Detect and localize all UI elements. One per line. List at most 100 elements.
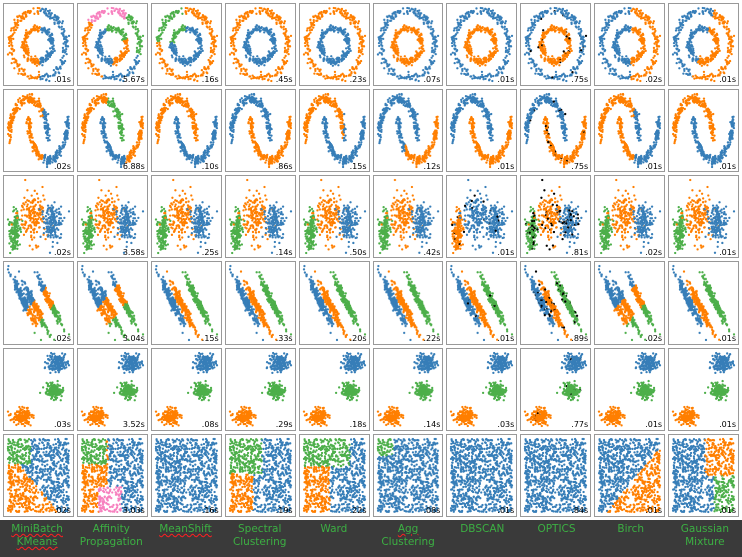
fit-time-label: .01s <box>719 420 736 430</box>
scatter-canvas <box>77 262 147 344</box>
scatter-cell-noisy-moons-col6: .01s <box>446 89 518 173</box>
fit-time-label: 3.03s <box>122 506 145 516</box>
algorithm-label-9: GaussianMixture <box>668 523 742 549</box>
scatter-cell-no-structure-col7: .84s <box>520 433 592 517</box>
fit-time-label: .22s <box>423 333 441 343</box>
scatter-cell-anisotropic-blobs-col4: .20s <box>298 261 370 345</box>
scatter-cell-varied-variance-blobs-col1: 3.58s <box>76 175 148 259</box>
fit-time-label: .02s <box>645 333 663 343</box>
scatter-cell-blobs-col1: 3.52s <box>76 347 148 431</box>
fit-time-label: .23s <box>349 75 367 85</box>
fit-time-label: .08s <box>423 506 441 516</box>
fit-time-label: .16s <box>201 75 219 85</box>
scatter-canvas <box>521 262 591 344</box>
scatter-canvas <box>4 176 73 258</box>
scatter-cell-varied-variance-blobs-col2: .25s <box>150 175 222 259</box>
algorithm-label-word: KMeans <box>16 536 58 549</box>
fit-time-label: .02s <box>54 247 71 257</box>
fit-time-label: .01s <box>497 506 515 516</box>
fit-time-label: .02s <box>645 75 663 85</box>
scatter-canvas <box>669 348 738 430</box>
fit-time-label: .01s <box>497 75 515 85</box>
scatter-canvas <box>669 90 738 172</box>
fit-time-label: .50s <box>349 247 367 257</box>
scatter-canvas <box>595 4 665 86</box>
scatter-canvas <box>299 348 369 430</box>
scatter-cell-blobs-col9: .01s <box>668 347 739 431</box>
fit-time-label: .01s <box>719 161 736 171</box>
algorithm-label-word: Ward <box>320 523 348 535</box>
scatter-canvas <box>151 90 221 172</box>
scatter-canvas <box>373 262 443 344</box>
scatter-canvas <box>77 90 147 172</box>
scatter-canvas <box>299 262 369 344</box>
scatter-cell-varied-variance-blobs-col6: .01s <box>446 175 518 259</box>
fit-time-label: .01s <box>645 161 663 171</box>
algorithm-label-word: MeanShift <box>159 523 212 535</box>
scatter-cell-noisy-circles-col8: .02s <box>594 3 666 87</box>
scatter-canvas <box>521 176 591 258</box>
scatter-cell-noisy-circles-col4: .23s <box>298 3 370 87</box>
scatter-cell-blobs-col6: .03s <box>446 347 518 431</box>
scatter-cell-blobs-col7: .77s <box>520 347 592 431</box>
scatter-canvas <box>595 176 665 258</box>
fit-time-label: .01s <box>497 161 515 171</box>
fit-time-label: .20s <box>349 333 367 343</box>
scatter-cell-no-structure-col3: .19s <box>224 433 296 517</box>
fit-time-label: .01s <box>497 333 515 343</box>
scatter-canvas <box>595 90 665 172</box>
scatter-cell-anisotropic-blobs-col0: .02s <box>3 261 74 345</box>
scatter-canvas <box>521 348 591 430</box>
scatter-canvas <box>225 4 295 86</box>
fit-time-label: .01s <box>719 247 736 257</box>
scatter-cell-noisy-moons-col2: .10s <box>150 89 222 173</box>
fit-time-label: .18s <box>349 420 367 430</box>
scatter-canvas <box>373 348 443 430</box>
scatter-canvas <box>4 348 73 430</box>
scatter-canvas <box>447 262 517 344</box>
fit-time-label: .75s <box>571 75 589 85</box>
algorithm-label-8: Birch <box>594 523 668 536</box>
scatter-canvas <box>595 434 665 516</box>
scatter-cell-blobs-col2: .08s <box>150 347 222 431</box>
scatter-cell-noisy-moons-col8: .01s <box>594 89 666 173</box>
scatter-cell-anisotropic-blobs-col8: .02s <box>594 261 666 345</box>
scatter-cell-anisotropic-blobs-col3: .33s <box>224 261 296 345</box>
scatter-canvas <box>669 176 738 258</box>
plot-grid: .01s 5.67s .16s .45s .23s .07s .01s .75s .02s .01… <box>3 3 739 517</box>
fit-time-label: 3.04s <box>122 333 145 343</box>
scatter-cell-noisy-moons-col0: .02s <box>3 89 74 173</box>
algorithm-label-word: Clustering <box>232 536 287 549</box>
scatter-canvas <box>151 348 221 430</box>
algorithm-labels-bar: MiniBatchKMeans AffinityPropagation MeanSh… <box>0 520 742 557</box>
algorithm-label-word: OPTICS <box>537 523 576 535</box>
scatter-cell-no-structure-col8: .01s <box>594 433 666 517</box>
fit-time-label: .15s <box>201 333 219 343</box>
fit-time-label: .25s <box>201 247 219 257</box>
scatter-cell-blobs-col8: .01s <box>594 347 666 431</box>
scatter-cell-noisy-moons-col5: .12s <box>372 89 444 173</box>
scatter-cell-noisy-moons-col4: .15s <box>298 89 370 173</box>
scatter-cell-noisy-circles-col6: .01s <box>446 3 518 87</box>
fit-time-label: .81s <box>571 247 589 257</box>
scatter-canvas <box>669 262 738 344</box>
scatter-cell-varied-variance-blobs-col9: .01s <box>668 175 739 259</box>
algorithm-label-2: MeanShift <box>148 523 222 536</box>
scatter-cell-blobs-col0: .03s <box>3 347 74 431</box>
fit-time-label: 6.88s <box>122 161 145 171</box>
fit-time-label: .33s <box>275 333 293 343</box>
fit-time-label: .14s <box>423 420 441 430</box>
scatter-cell-no-structure-col6: .01s <box>446 433 518 517</box>
scatter-canvas <box>225 348 295 430</box>
algorithm-label-word: Gaussian <box>680 523 729 535</box>
fit-time-label: .01s <box>497 247 515 257</box>
algorithm-label-6: DBSCAN <box>445 523 519 536</box>
scatter-cell-noisy-moons-col1: 6.88s <box>76 89 148 173</box>
fit-time-label: .12s <box>423 161 441 171</box>
scatter-canvas <box>151 4 221 86</box>
scatter-cell-noisy-circles-col1: 5.67s <box>76 3 148 87</box>
scatter-canvas <box>521 434 591 516</box>
scatter-canvas <box>4 90 73 172</box>
scatter-cell-varied-variance-blobs-col4: .50s <box>298 175 370 259</box>
